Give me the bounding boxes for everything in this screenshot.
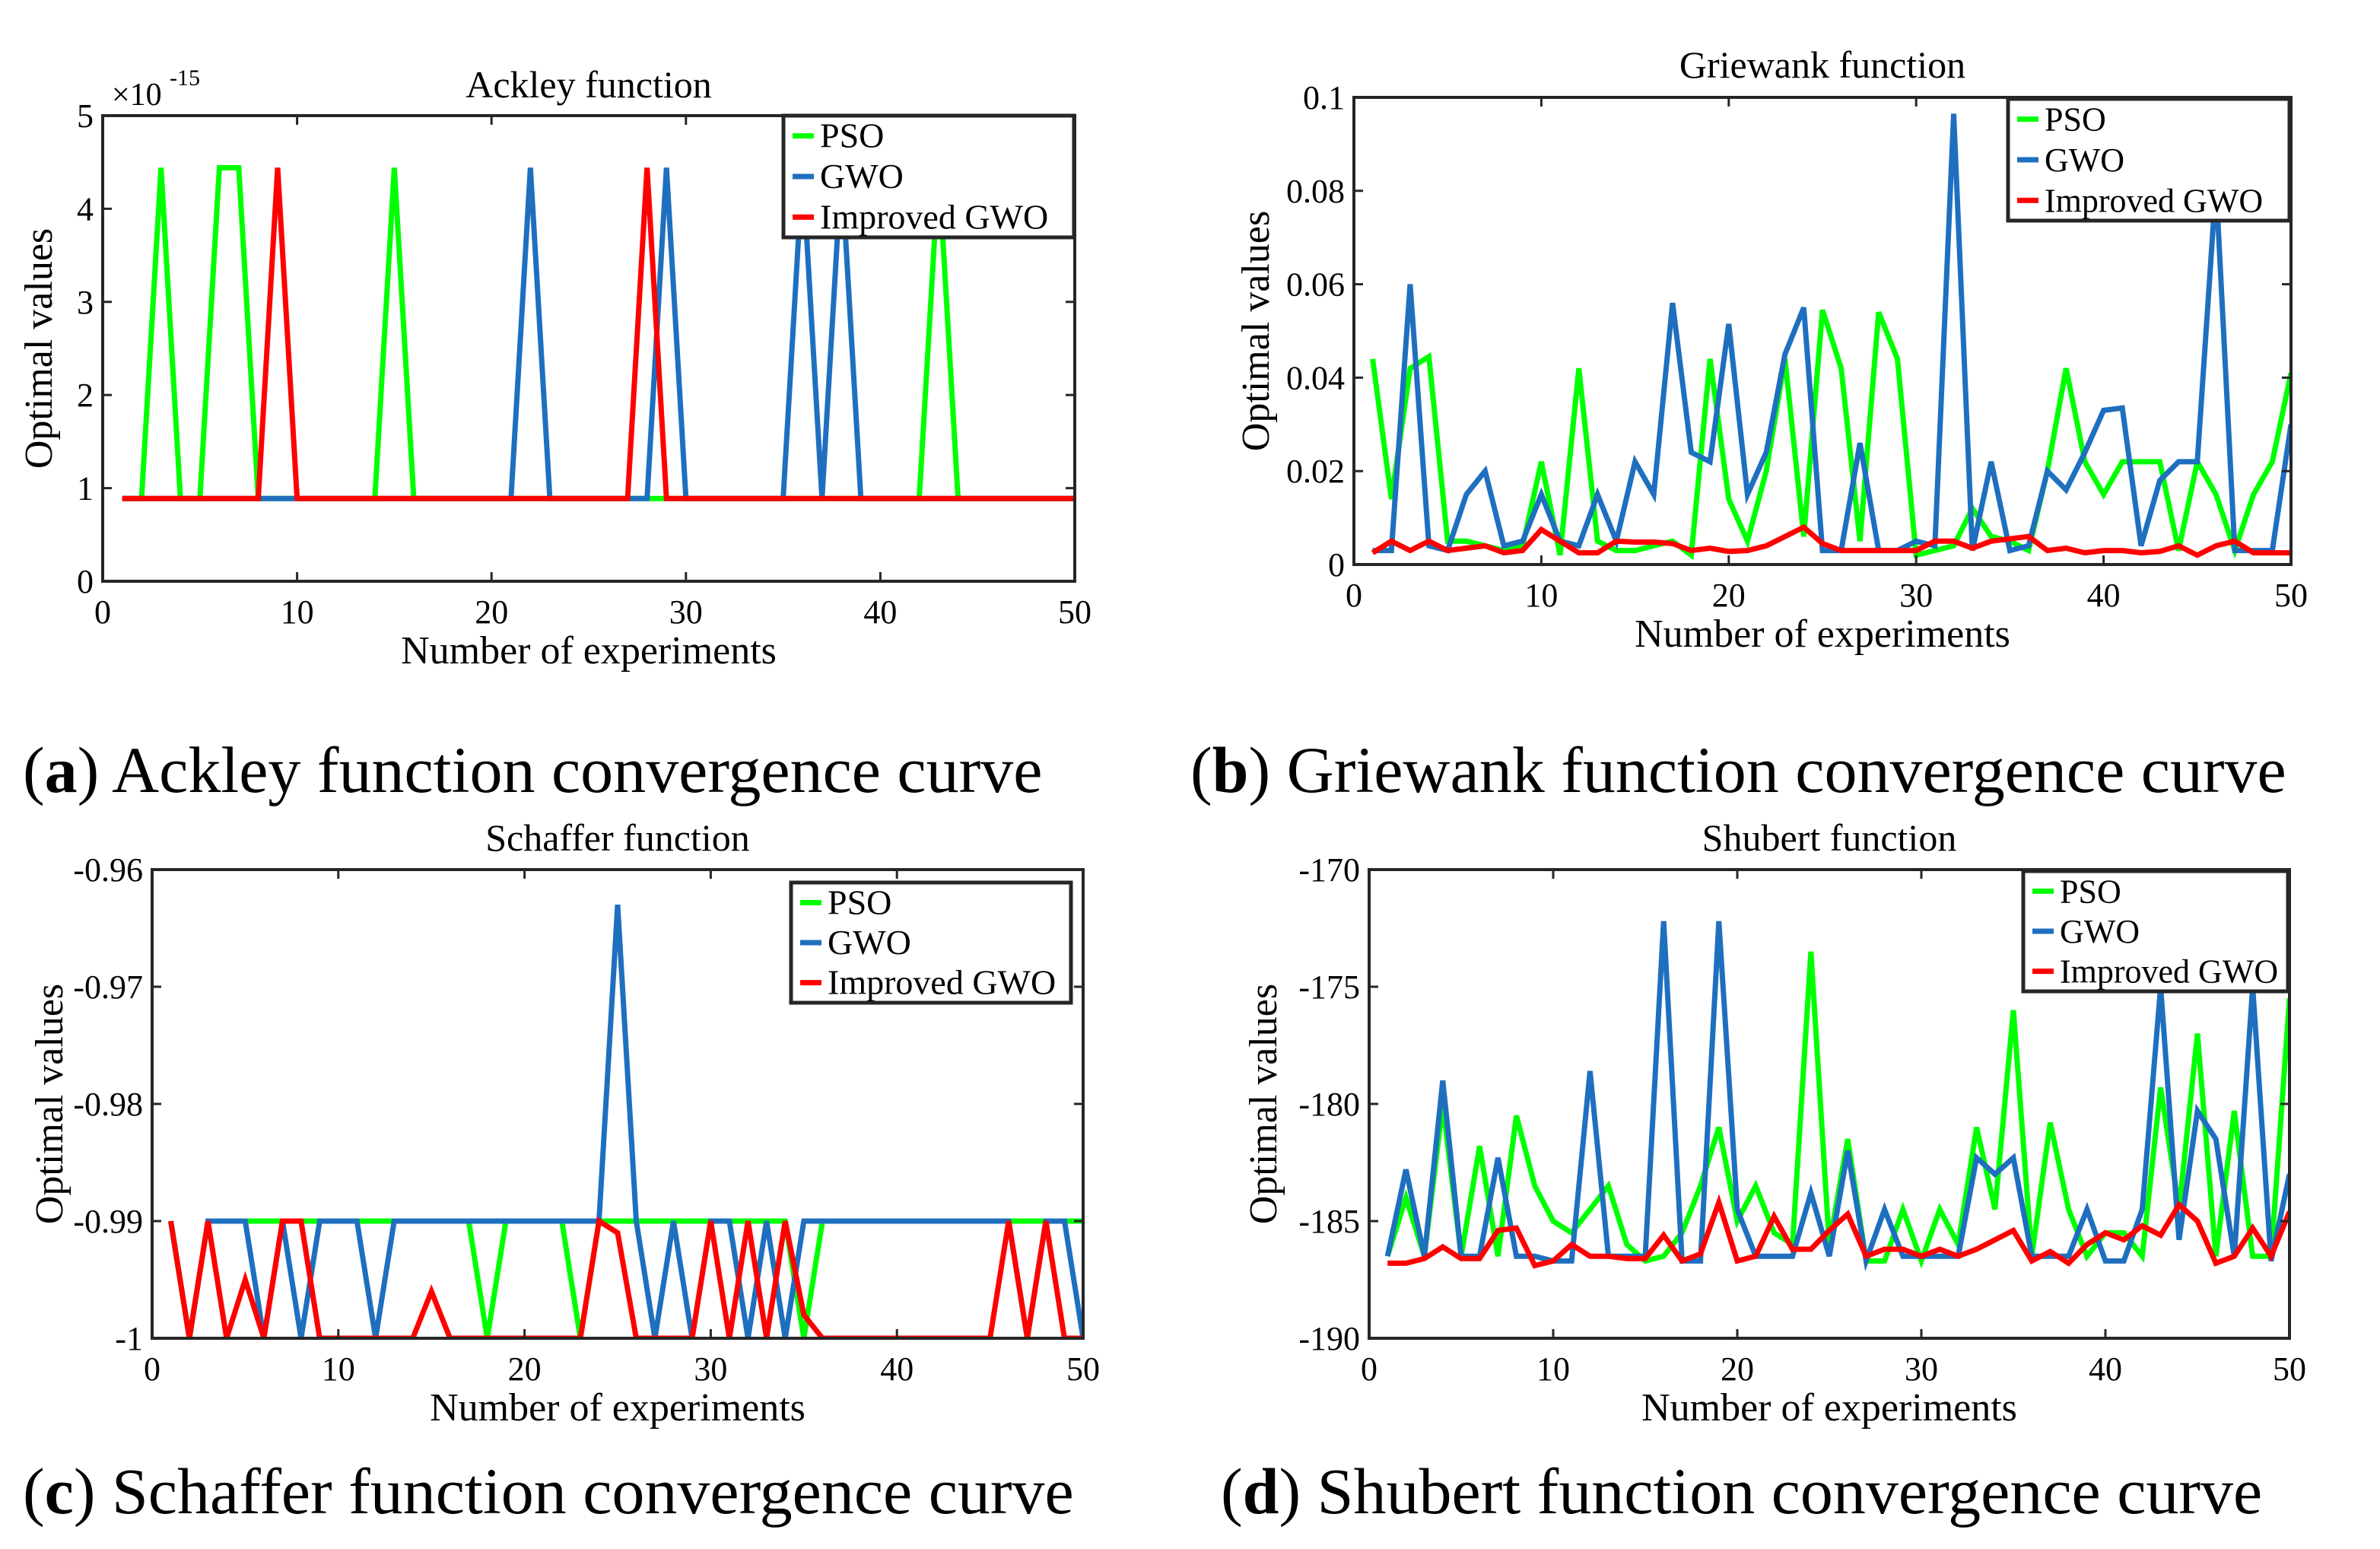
chart4-x-tick-label: 10 <box>1536 1350 1570 1388</box>
chart1-x-tick-label: 0 <box>94 593 111 631</box>
chart1-legend-box <box>781 113 1076 240</box>
chart3-x-tick-label: 10 <box>322 1350 355 1388</box>
chart4-x-tick-label: 40 <box>2089 1350 2122 1388</box>
caption-a: (a) Ackley function convergence curve <box>23 733 1043 806</box>
chart1-x-tick-label: 20 <box>475 593 508 631</box>
chart3-y-tick-label: -0.96 <box>73 851 143 889</box>
chart4-series-improved-gwo-line <box>1387 1194 2289 1269</box>
chart2-y-tick-label: 0 <box>1328 546 1345 584</box>
chart4-legend-label: PSO <box>2060 873 2121 910</box>
chart2-x-axis-label: Number of experiments <box>1635 612 2010 656</box>
chart1-y-tick-label: 4 <box>77 190 94 227</box>
chart2-series-pso-line <box>1370 309 2291 561</box>
caption-b: (b) Griewank function convergence curve <box>1190 733 2286 806</box>
chart3-y-tick-label: -0.98 <box>73 1086 143 1123</box>
chart2-x-tick-label: 40 <box>2087 577 2121 614</box>
chart4-y-axis-label: Optimal values <box>1242 984 1285 1224</box>
chart2-legend-label: GWO <box>2045 142 2124 179</box>
chart4-legend-label: GWO <box>2060 913 2140 950</box>
chart2-y-tick-label: 0.08 <box>1286 173 1345 210</box>
chart1-legend-label: Improved GWO <box>820 197 1048 236</box>
chart2-legend-label: Improved GWO <box>2045 182 2263 219</box>
chart2-x-tick-label: 30 <box>1899 577 1933 614</box>
chart1-series-improved-gwo-line <box>122 167 1075 501</box>
chart3-x-tick-label: 0 <box>144 1350 160 1388</box>
chart1-x-tick-label: 40 <box>863 593 897 631</box>
chart3-title: Schaffer function <box>485 816 750 859</box>
chart1-title: Ackley function <box>466 63 712 106</box>
chart1-legend-label: GWO <box>820 157 904 196</box>
chart4-x-tick-label: 30 <box>1905 1350 1938 1388</box>
chart3-y-tick-label: -0.97 <box>73 969 143 1006</box>
chart1-y-tick-label: 2 <box>77 377 94 414</box>
chart4-y-tick-label: -175 <box>1298 969 1360 1006</box>
chart3-legend-label: GWO <box>828 923 911 962</box>
chart2-y-tick-label: 0.1 <box>1303 79 1345 116</box>
chart2-axes-box <box>1352 96 2293 566</box>
chart4-y-tick-label: -185 <box>1298 1203 1360 1240</box>
chart3-x-tick-label: 50 <box>1066 1350 1100 1388</box>
chart4-y-tick-label: -190 <box>1298 1320 1360 1357</box>
chart4-legend-box <box>2021 869 2290 994</box>
chart2-x-tick-label: 0 <box>1346 577 1362 614</box>
chart3-y-tick-label: -1 <box>115 1320 143 1357</box>
chart2-title: Griewank function <box>1679 43 1965 86</box>
chart2-x-tick-label: 50 <box>2274 577 2308 614</box>
chart3-y-tick-label: -0.99 <box>73 1203 143 1240</box>
chart1-y-exponent: -15 <box>170 65 200 91</box>
chart4-x-tick-label: 20 <box>1721 1350 1754 1388</box>
chart2-series-gwo-line <box>1372 113 2291 554</box>
chart3-x-axis-label: Number of experiments <box>430 1386 806 1430</box>
chart2-y-tick-label: 0.06 <box>1286 266 1345 304</box>
chart2-legend-box <box>2006 97 2292 223</box>
chart2-y-tick-label: 0.02 <box>1286 453 1345 490</box>
chart1-y-tick-label: 5 <box>77 97 94 135</box>
chart3-y-axis-label: Optimal values <box>28 984 71 1224</box>
chart4-x-tick-label: 0 <box>1361 1350 1377 1388</box>
chart4-title: Shubert function <box>1702 816 1957 859</box>
chart1-legend-label: PSO <box>820 116 884 155</box>
chart2-x-tick-label: 10 <box>1524 577 1558 614</box>
caption-d: (d) Shubert function convergence curve <box>1221 1455 2263 1528</box>
chart4-x-tick-label: 50 <box>2273 1350 2306 1388</box>
chart1-y-tick-label: 0 <box>77 563 94 600</box>
chart3-x-tick-label: 30 <box>694 1350 727 1388</box>
chart3-x-tick-label: 40 <box>880 1350 914 1388</box>
chart2-legend-label: PSO <box>2045 101 2106 138</box>
chart1-x-axis-label: Number of experiments <box>401 629 777 673</box>
chart1-x-tick-label: 50 <box>1058 593 1091 631</box>
chart1-axes-box <box>101 114 1076 583</box>
chart4-legend-label: Improved GWO <box>2060 953 2278 991</box>
chart4-series-gwo-line <box>1384 921 2289 1272</box>
chart1-x-tick-label: 30 <box>669 593 703 631</box>
chart1-y-tick-label: 3 <box>77 284 94 321</box>
chart3-series-gwo-line <box>168 904 1083 1338</box>
chart3-legend-box <box>789 880 1073 1005</box>
chart2-y-axis-label: Optimal values <box>1234 211 1278 451</box>
chart3-legend-label: PSO <box>828 883 891 921</box>
chart3-x-tick-label: 20 <box>508 1350 542 1388</box>
chart1-y-axis-label: Optimal values <box>17 228 61 469</box>
chart2-x-tick-label: 20 <box>1712 577 1746 614</box>
chart2-y-tick-label: 0.04 <box>1286 359 1345 396</box>
chart3-legend-label: Improved GWO <box>828 963 1056 1002</box>
chart1-y-exponent-base: ×10 <box>112 78 162 113</box>
chart1-x-tick-label: 10 <box>281 593 314 631</box>
chart4-x-axis-label: Number of experiments <box>1641 1386 2017 1430</box>
chart4-y-tick-label: -180 <box>1298 1086 1360 1123</box>
chart1-y-tick-label: 1 <box>77 470 94 507</box>
chart4-y-tick-label: -170 <box>1298 851 1360 889</box>
caption-c: (c) Schaffer function convergence curve <box>23 1455 1074 1528</box>
chart2-series-improved-gwo-line <box>1371 523 2291 558</box>
chart3-series-improved-gwo-line <box>168 1217 1083 1338</box>
